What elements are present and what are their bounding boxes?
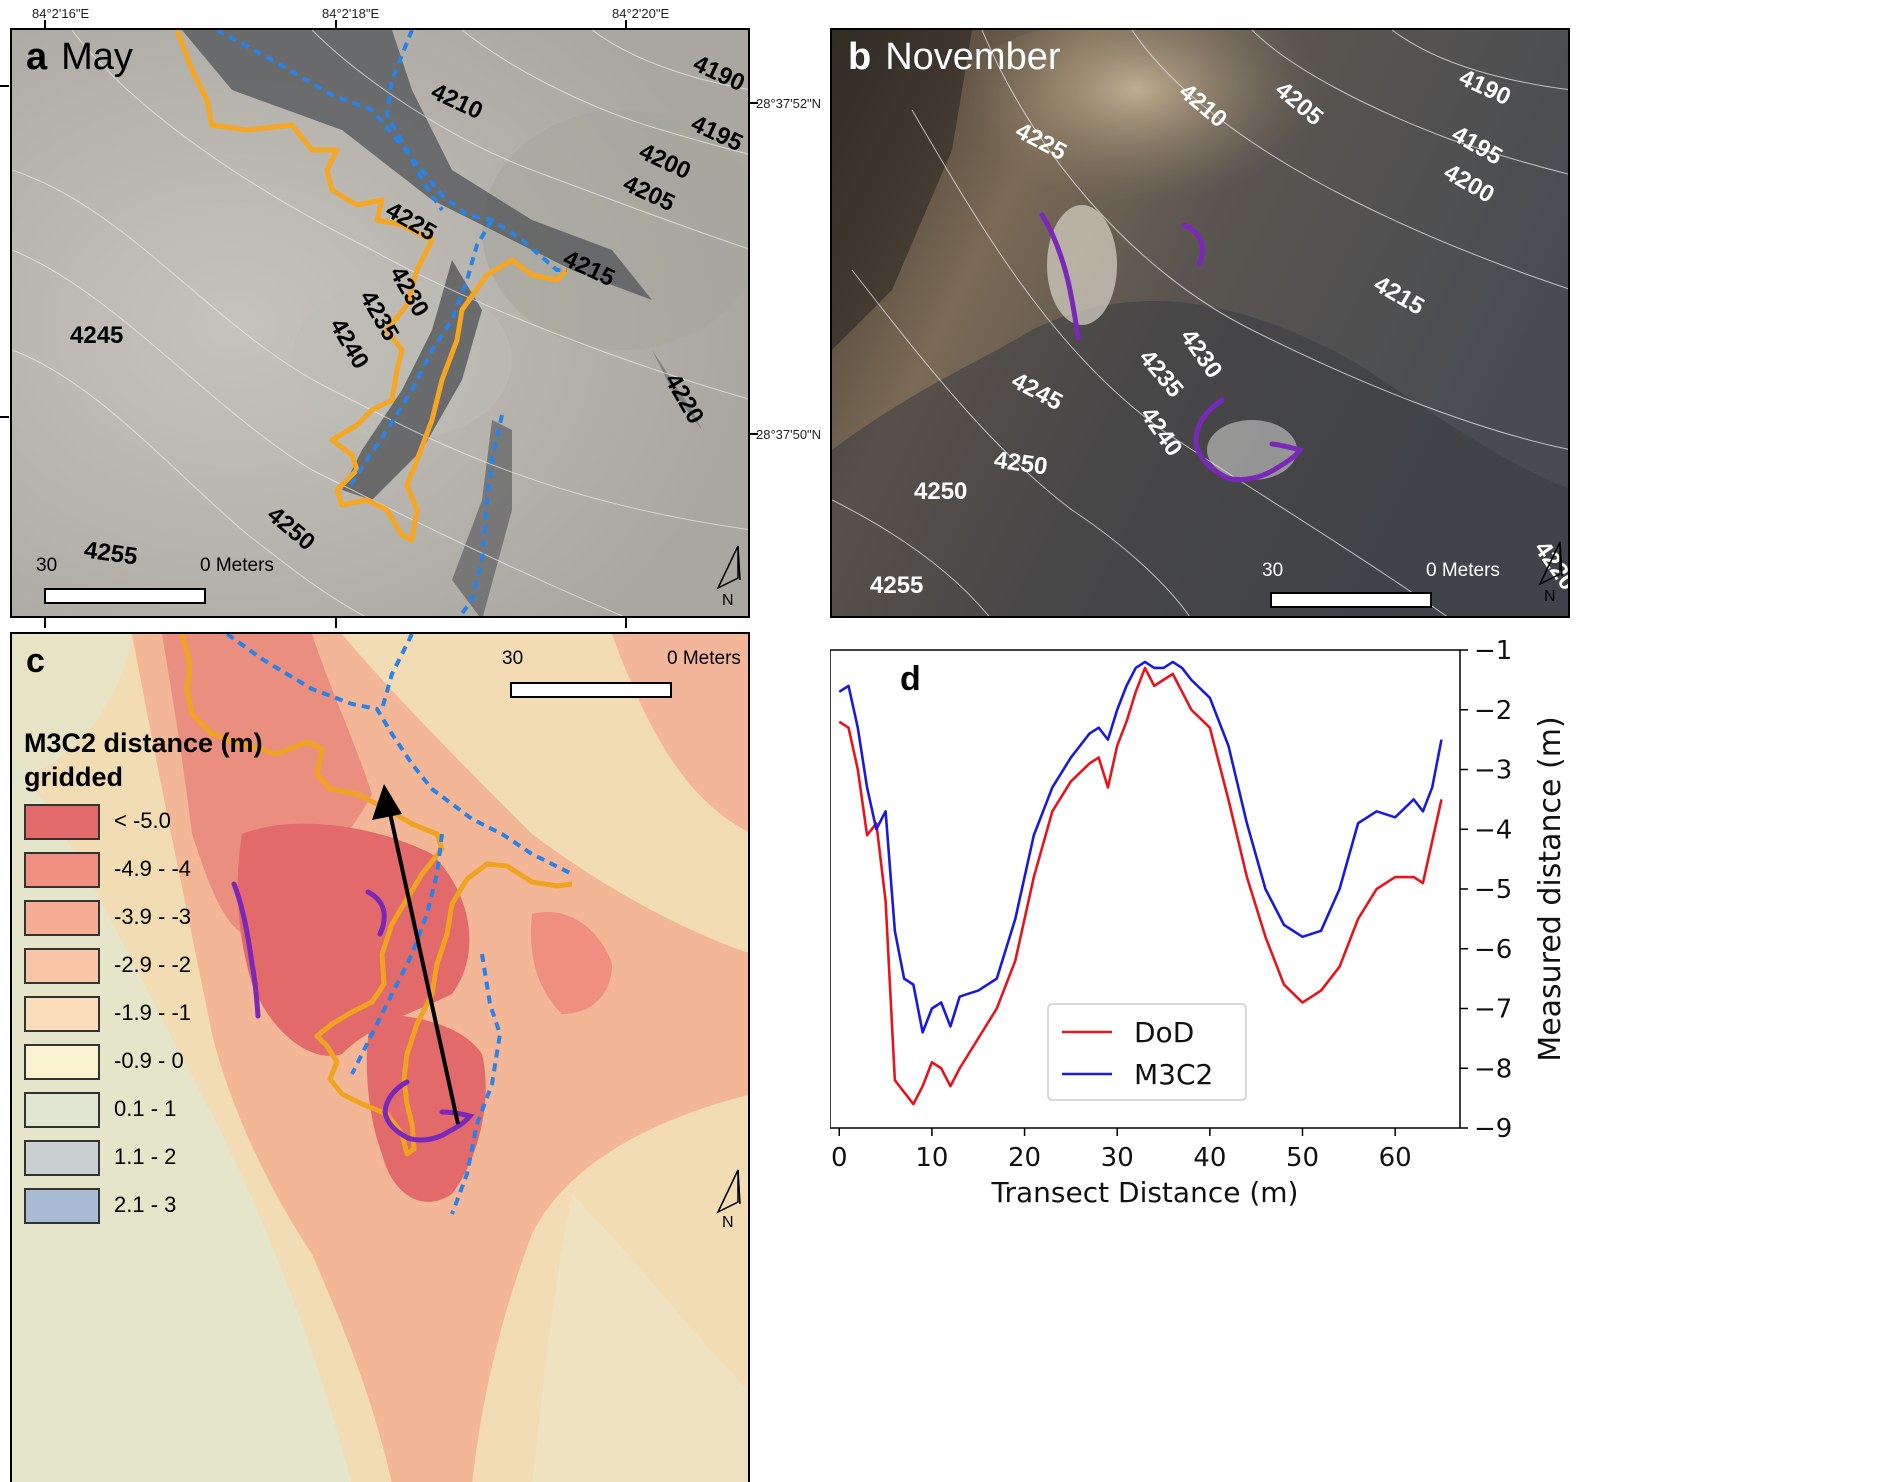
panel-b-letter: b bbox=[848, 36, 872, 78]
latitude-label-2: 28°37'50"N bbox=[756, 427, 822, 442]
legend-label: 1.1 - 2 bbox=[114, 1144, 177, 1169]
y-tick-label: −8 bbox=[1474, 1054, 1512, 1084]
scale-label-right: 0 Meters bbox=[200, 555, 274, 576]
scale-bar bbox=[44, 588, 206, 604]
north-arrow-icon bbox=[716, 1169, 741, 1214]
y-tick-label: −5 bbox=[1474, 875, 1512, 905]
chart-legend-box bbox=[1047, 1003, 1247, 1101]
legend-swatch bbox=[24, 996, 100, 1032]
contour-label: 4255 bbox=[870, 572, 924, 599]
contour-label: 4250 bbox=[914, 478, 968, 505]
legend-label-dod: DoD bbox=[1134, 1016, 1194, 1049]
y-tick-label: −1 bbox=[1474, 636, 1512, 666]
legend-title-line2: gridded bbox=[24, 762, 123, 792]
legend-swatch bbox=[24, 1092, 100, 1128]
series-line-m3c2 bbox=[838, 660, 1443, 1034]
legend-swatch bbox=[24, 900, 100, 936]
north-label: N bbox=[1544, 588, 1556, 605]
legend-swatch bbox=[24, 1140, 100, 1176]
graticule-ticks bbox=[0, 20, 758, 628]
legend-title-line1: M3C2 distance (m) bbox=[24, 728, 263, 758]
legend-label: -1.9 - -1 bbox=[114, 1000, 192, 1025]
legend-label-m3c2: M3C2 bbox=[1134, 1058, 1213, 1091]
panel-d-chart: 0 10 20 30 40 50 60 −1 −2 −3 −4 −5 −6 −7 −8 −9 Transect … bbox=[830, 632, 1900, 1482]
contour-label: 4245 bbox=[70, 322, 124, 349]
profile-chart: 0 10 20 30 40 50 60 −1 −2 −3 −4 −5 −6 −7 −8 −9 Transect … bbox=[830, 636, 1568, 1209]
north-arrow-icon bbox=[1538, 541, 1563, 586]
panel-a-map: a May 4190 4195 4200 4205 4210 4215 4220 … bbox=[10, 28, 750, 618]
legend-label: 2.1 - 3 bbox=[114, 1192, 177, 1217]
x-tick-label: 60 bbox=[1379, 1143, 1412, 1173]
legend-label: -2.9 - -2 bbox=[114, 952, 192, 977]
series-line-dod bbox=[838, 666, 1443, 1106]
x-tick-label: 0 bbox=[831, 1143, 848, 1173]
latitude-label-1: 28°37'52"N bbox=[756, 96, 822, 111]
panel-c-map: c 30 0 Meters M3C2 distance (m) gridded … bbox=[10, 632, 750, 1482]
legend-label: -4.9 - -4 bbox=[114, 856, 192, 881]
x-tick-label: 20 bbox=[1008, 1143, 1041, 1173]
longitude-label-3: 84°2'20"E bbox=[612, 6, 670, 21]
scale-label-left: 30 bbox=[36, 555, 58, 576]
panel-a-letter: a bbox=[26, 36, 48, 78]
legend-label: 0.1 - 1 bbox=[114, 1096, 177, 1121]
scale-bar bbox=[1270, 592, 1432, 608]
y-tick-label: −3 bbox=[1474, 756, 1512, 786]
panel-c-raster bbox=[12, 634, 748, 1482]
legend-swatch bbox=[24, 852, 100, 888]
legend-swatch bbox=[24, 804, 100, 840]
scale-label-right: 0 Meters bbox=[667, 648, 741, 669]
panel-b-month: November bbox=[885, 36, 1061, 78]
scale-label-left: 30 bbox=[502, 648, 524, 669]
legend-label: < -5.0 bbox=[114, 808, 171, 833]
y-tick-label: −2 bbox=[1474, 696, 1512, 726]
panel-a-month: May bbox=[61, 36, 133, 78]
y-tick-label: −9 bbox=[1474, 1114, 1512, 1144]
legend-swatch bbox=[24, 1044, 100, 1080]
legend-title: M3C2 distance (m) gridded bbox=[24, 726, 263, 794]
longitude-label-1: 84°2'16"E bbox=[32, 6, 90, 21]
scale-bar bbox=[510, 682, 672, 698]
panel-b-imagery bbox=[832, 30, 1568, 616]
x-tick-label: 50 bbox=[1286, 1143, 1319, 1173]
y-tick-label: −7 bbox=[1474, 995, 1512, 1025]
y-axis-label: Measured distance (m) bbox=[1533, 716, 1568, 1061]
x-tick-label: 10 bbox=[915, 1143, 948, 1173]
panel-a-title: a May bbox=[26, 36, 133, 79]
legend-swatch bbox=[24, 948, 100, 984]
x-tick-label: 40 bbox=[1193, 1143, 1226, 1173]
y-tick-label: −6 bbox=[1474, 935, 1512, 965]
north-label: N bbox=[722, 1214, 734, 1231]
y-tick-label: −4 bbox=[1474, 815, 1512, 845]
panel-c-letter: c bbox=[26, 642, 45, 680]
panel-b-title: b November bbox=[848, 36, 1061, 79]
north-label: N bbox=[722, 592, 734, 609]
panel-b-map: b November 4190 4195 4200 4205 4210 4215 … bbox=[830, 28, 1570, 618]
scale-label-right: 0 Meters bbox=[1426, 560, 1500, 581]
legend-swatch bbox=[24, 1188, 100, 1224]
legend-label: -0.9 - 0 bbox=[114, 1048, 184, 1073]
legend-label: -3.9 - -3 bbox=[114, 904, 192, 929]
panel-d-letter: d bbox=[900, 660, 921, 698]
north-arrow-icon bbox=[716, 545, 741, 590]
scale-label-left: 30 bbox=[1262, 560, 1284, 581]
x-axis-label: Transect Distance (m) bbox=[991, 1176, 1299, 1209]
x-tick-label: 30 bbox=[1101, 1143, 1134, 1173]
panel-a-imagery bbox=[12, 30, 748, 616]
longitude-label-2: 84°2'18"E bbox=[322, 6, 380, 21]
